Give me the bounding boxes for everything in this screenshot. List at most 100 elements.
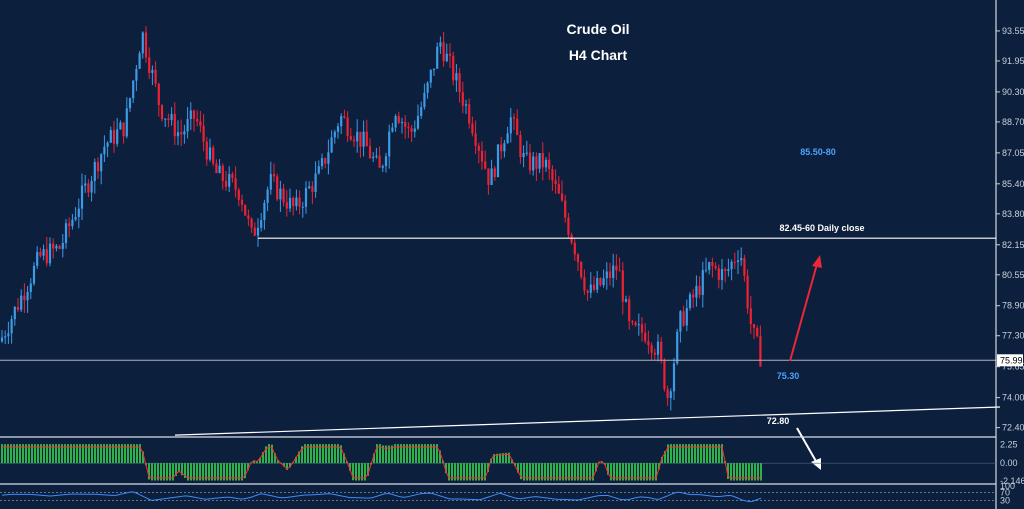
candle-body [388,131,391,157]
macd-histogram-bar [667,444,669,464]
candle-body [240,199,244,205]
candle-body [352,139,356,142]
annotation-daily-close: 82.45-60 Daily close [779,223,864,233]
candle-body [554,180,557,185]
candle-body [154,69,157,84]
candle-body [484,161,487,169]
macd-histogram-bar [487,463,489,472]
macd-histogram-bar [244,463,246,479]
candle-body [394,116,397,128]
bullish-arrow-head [812,255,822,268]
macd-histogram-bar [460,463,462,481]
macd-histogram-bar [301,446,303,464]
price-axis: 93.55 91.95 90.30 88.70 87.05 85.40 83.80 82.15… [996,26,1024,433]
candle-body [122,122,125,137]
macd-histogram-bar [583,463,585,481]
candle-body [77,208,80,217]
candle-body [397,116,400,123]
candle-body [461,92,464,106]
candle-body [196,118,199,122]
candle-body [519,135,522,158]
candle-body [714,266,717,269]
macd-histogram-bar [382,445,384,464]
candle-body [679,311,682,332]
macd-histogram-bar [532,463,534,481]
macd-histogram-bar [373,453,375,464]
candle-body [349,136,352,140]
candle-body [13,306,16,320]
macd-histogram-bar [733,463,735,481]
candle-body [708,262,711,270]
macd-histogram-bar [760,463,762,481]
macd-histogram-bar [160,463,162,481]
candle-body [573,242,576,255]
candle-body [228,174,231,187]
candle-body [567,217,570,235]
annotation-support-level: 75.30 [777,371,800,381]
candle-body [285,202,288,209]
candle-body [61,242,64,249]
candle-body [336,126,340,132]
candle-body [372,156,375,159]
candle-body [276,176,279,200]
candle-body [148,57,151,73]
macd-histogram-bar [640,463,642,481]
candle-body [666,389,669,399]
macd-histogram-bar [727,463,729,479]
candle-body [612,265,615,278]
macd-histogram-bar [757,463,759,481]
candle-body [106,142,109,147]
macd-histogram-bar [274,453,276,464]
candle-body [256,227,260,236]
macd-histogram-bar [703,444,705,464]
macd-histogram-bar [100,444,102,464]
macd-histogram-bar [454,463,456,481]
candle-body [576,254,580,262]
candle-body [164,118,167,120]
macd-histogram-bar [85,444,87,464]
candle-body [135,68,138,81]
macd-histogram-bar [133,444,135,464]
macd-histogram-bar [451,463,453,481]
candle-body [215,163,218,173]
candle-body [413,128,416,132]
candle-body [407,126,410,129]
candle-body [381,166,384,168]
candle-body [509,117,512,134]
candle-body [608,271,612,278]
candle-body [749,308,752,325]
macd-histogram-bar [49,444,51,464]
macd-histogram-bar [421,444,423,464]
macd-histogram-bar [622,463,624,481]
candle-body [218,165,221,173]
candle-body [589,284,592,293]
candle-body [36,251,39,266]
candle-body [592,284,596,290]
candle-body [176,132,180,137]
candle-body [52,243,55,249]
chart-title: Crude Oil [566,21,629,37]
candle-body [356,131,359,142]
candle-body [39,251,42,256]
candle-body [109,130,112,143]
macd-histogram-bar [64,444,66,464]
candle-body [618,270,621,272]
macd-histogram-bar [742,463,744,481]
candle-body [234,178,237,190]
candle-body [45,249,48,264]
macd-histogram-bar [205,463,207,481]
candle-body [144,32,148,58]
macd-histogram-bar [388,445,390,464]
macd-histogram-bar [571,463,573,481]
macd-histogram-bar [475,463,477,481]
macd-histogram-bar [283,463,285,467]
candle-body [221,165,224,181]
oscillator-indicator [0,491,996,503]
candle-body [247,215,250,219]
candle-body [445,53,448,62]
candle-body [605,271,608,279]
macd-histogram-bar [715,444,717,464]
macd-histogram-bar [298,451,300,464]
candle-body [717,268,720,280]
